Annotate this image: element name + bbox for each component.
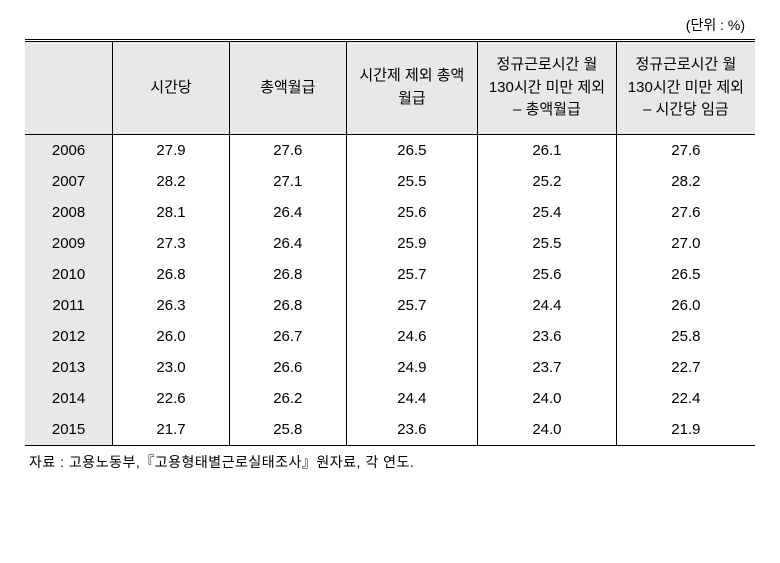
data-cell: 27.1 xyxy=(229,166,346,197)
table-row: 200728.227.125.525.228.2 xyxy=(25,166,755,197)
year-cell: 2009 xyxy=(25,228,113,259)
data-cell: 25.8 xyxy=(616,321,755,352)
data-cell: 26.4 xyxy=(229,197,346,228)
table-row: 201026.826.825.725.626.5 xyxy=(25,259,755,290)
col-header-year xyxy=(25,41,113,135)
data-cell: 28.2 xyxy=(616,166,755,197)
data-cell: 22.7 xyxy=(616,352,755,383)
data-cell: 23.7 xyxy=(478,352,617,383)
data-cell: 26.5 xyxy=(346,134,477,166)
data-cell: 26.5 xyxy=(616,259,755,290)
data-cell: 27.6 xyxy=(616,197,755,228)
data-cell: 26.6 xyxy=(229,352,346,383)
year-cell: 2012 xyxy=(25,321,113,352)
data-cell: 26.0 xyxy=(113,321,230,352)
data-cell: 24.4 xyxy=(478,290,617,321)
year-cell: 2015 xyxy=(25,414,113,446)
data-table: 시간당 총액월급 시간제 제외 총액 월급 정규근로시간 월 130시간 미만 … xyxy=(25,39,755,446)
data-cell: 26.4 xyxy=(229,228,346,259)
year-cell: 2008 xyxy=(25,197,113,228)
data-cell: 28.2 xyxy=(113,166,230,197)
data-cell: 27.0 xyxy=(616,228,755,259)
data-cell: 25.9 xyxy=(346,228,477,259)
year-cell: 2007 xyxy=(25,166,113,197)
data-cell: 23.6 xyxy=(478,321,617,352)
table-row: 200627.927.626.526.127.6 xyxy=(25,134,755,166)
year-cell: 2014 xyxy=(25,383,113,414)
col-header-total-monthly: 총액월급 xyxy=(229,41,346,135)
table-row: 201521.725.823.624.021.9 xyxy=(25,414,755,446)
data-cell: 27.6 xyxy=(229,134,346,166)
data-cell: 25.7 xyxy=(346,259,477,290)
col-header-excl-130-hourly: 정규근로시간 월 130시간 미만 제외 – 시간당 임금 xyxy=(616,41,755,135)
col-header-hourly: 시간당 xyxy=(113,41,230,135)
year-cell: 2011 xyxy=(25,290,113,321)
data-cell: 26.1 xyxy=(478,134,617,166)
data-cell: 26.7 xyxy=(229,321,346,352)
data-cell: 24.4 xyxy=(346,383,477,414)
table-row: 200927.326.425.925.527.0 xyxy=(25,228,755,259)
data-cell: 25.7 xyxy=(346,290,477,321)
data-cell: 26.8 xyxy=(229,259,346,290)
data-cell: 26.2 xyxy=(229,383,346,414)
data-cell: 21.7 xyxy=(113,414,230,446)
data-cell: 25.6 xyxy=(478,259,617,290)
year-cell: 2013 xyxy=(25,352,113,383)
table-row: 201422.626.224.424.022.4 xyxy=(25,383,755,414)
table-row: 201323.026.624.923.722.7 xyxy=(25,352,755,383)
data-cell: 27.3 xyxy=(113,228,230,259)
data-cell: 27.9 xyxy=(113,134,230,166)
data-cell: 24.9 xyxy=(346,352,477,383)
data-cell: 24.0 xyxy=(478,383,617,414)
data-cell: 25.8 xyxy=(229,414,346,446)
data-cell: 25.5 xyxy=(346,166,477,197)
data-cell: 21.9 xyxy=(616,414,755,446)
data-cell: 24.6 xyxy=(346,321,477,352)
unit-label: (단위 : %) xyxy=(25,15,755,35)
col-header-excl-130-total: 정규근로시간 월 130시간 미만 제외 – 총액월급 xyxy=(478,41,617,135)
col-header-excl-parttime: 시간제 제외 총액 월급 xyxy=(346,41,477,135)
data-cell: 26.3 xyxy=(113,290,230,321)
data-cell: 25.2 xyxy=(478,166,617,197)
data-cell: 26.8 xyxy=(229,290,346,321)
table-row: 200828.126.425.625.427.6 xyxy=(25,197,755,228)
data-cell: 24.0 xyxy=(478,414,617,446)
year-cell: 2006 xyxy=(25,134,113,166)
table-header-row: 시간당 총액월급 시간제 제외 총액 월급 정규근로시간 월 130시간 미만 … xyxy=(25,41,755,135)
data-cell: 23.0 xyxy=(113,352,230,383)
data-cell: 25.5 xyxy=(478,228,617,259)
data-cell: 25.6 xyxy=(346,197,477,228)
year-cell: 2010 xyxy=(25,259,113,290)
table-row: 201126.326.825.724.426.0 xyxy=(25,290,755,321)
table-row: 201226.026.724.623.625.8 xyxy=(25,321,755,352)
data-cell: 26.0 xyxy=(616,290,755,321)
data-cell: 26.8 xyxy=(113,259,230,290)
data-cell: 22.4 xyxy=(616,383,755,414)
data-cell: 23.6 xyxy=(346,414,477,446)
data-cell: 27.6 xyxy=(616,134,755,166)
data-cell: 22.6 xyxy=(113,383,230,414)
data-cell: 25.4 xyxy=(478,197,617,228)
data-cell: 28.1 xyxy=(113,197,230,228)
table-body: 200627.927.626.526.127.6200728.227.125.5… xyxy=(25,134,755,445)
source-note: 자료 : 고용노동부,『고용형태별근로실태조사』원자료, 각 연도. xyxy=(25,452,755,472)
